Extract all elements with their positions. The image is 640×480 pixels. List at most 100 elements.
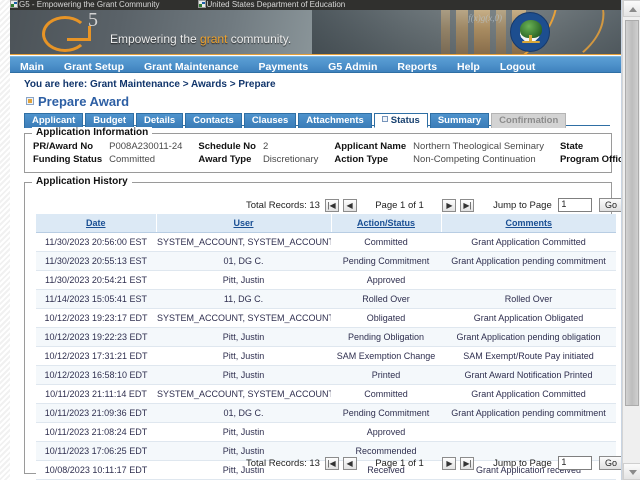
nav-item-reports[interactable]: Reports <box>397 61 438 73</box>
cell-comments: Grant Application Committed <box>441 384 616 404</box>
nav-item-help[interactable]: Help <box>457 61 480 73</box>
cell-date: 10/08/2023 10:11:17 EDT <box>36 460 156 480</box>
table-row: 10/12/2023 16:58:10 EDT Pitt, Justin Print… <box>36 365 616 385</box>
cell-comments <box>441 441 616 461</box>
nav-item-grant-setup[interactable]: Grant Setup <box>63 61 125 73</box>
column-header-comments-label: Comments <box>505 217 552 228</box>
tab-applicant[interactable]: Applicant <box>24 113 84 128</box>
cell-date: 10/11/2023 17:06:25 EDT <box>36 441 156 461</box>
jump-to-page-input-top[interactable]: 1 <box>558 198 593 212</box>
last-page-icon[interactable]: ▶| <box>460 198 475 212</box>
application-history-legend: Application History <box>32 176 132 187</box>
go-button-bottom[interactable]: Go <box>599 456 621 470</box>
banner-equation: f(x)g(x,0) <box>468 13 502 23</box>
field-label-state: State <box>559 141 584 152</box>
page-indicator-top: Page 1 of 1 <box>375 199 424 211</box>
last-page-icon[interactable]: ▶| <box>460 456 475 470</box>
page-document: G5 - Empowering the Grant Community Unite… <box>10 0 622 480</box>
site-banner: f(x)g(x,0) 5 Empowering the grant commun… <box>10 10 621 55</box>
cell-comments: Grant Award Notification Printed <box>441 365 616 385</box>
column-header-date-label: Date <box>85 217 106 228</box>
previous-page-icon[interactable]: ◀ <box>342 198 357 212</box>
cell-date: 10/11/2023 21:11:14 EDT <box>36 384 156 404</box>
field-label-schedule-no: Schedule No <box>198 141 256 152</box>
department-of-education-seal-icon <box>510 12 550 52</box>
alt-text-ed-label: United States Department of Education <box>206 0 346 9</box>
table-row: 10/11/2023 17:06:25 EDT Pitt, Justin Recom… <box>36 441 616 461</box>
column-header-date[interactable]: Date <box>36 214 157 233</box>
field-label-action-type: Action Type <box>334 154 389 165</box>
field-value-award-type: Discretionary <box>262 154 319 165</box>
first-page-icon[interactable]: |◀ <box>324 456 339 470</box>
cell-comments: SAM Exempt/Route Pay initiated <box>441 346 616 366</box>
field-label-applicant-name: Applicant Name <box>334 141 407 152</box>
jump-to-page-input-bottom[interactable]: 1 <box>558 456 593 470</box>
cell-comments <box>441 422 616 442</box>
tab-bar: Applicant Budget Details Contacts Clauses Att… <box>24 110 610 128</box>
cell-user: SYSTEM_ACCOUNT, SYSTEM_ACCOUNT <box>156 384 331 404</box>
table-row: 10/11/2023 21:09:36 EDT 01, DG C. Pending … <box>36 403 616 423</box>
field-value-applicant-name: Northern Theological Seminary <box>413 141 544 152</box>
broken-image-alt-strip: G5 - Empowering the Grant Community Unite… <box>10 0 621 10</box>
table-row: 10/12/2023 19:23:17 EDT SYSTEM_ACCOUNT, S… <box>36 308 616 328</box>
banner-photo <box>312 10 621 54</box>
field-label-funding-status: Funding Status <box>33 154 103 165</box>
first-page-icon[interactable]: |◀ <box>324 198 339 212</box>
cell-action-status: Received <box>331 460 441 480</box>
cell-user: 01, DG C. <box>156 251 331 271</box>
next-page-icon[interactable]: ▶ <box>442 456 457 470</box>
tab-details[interactable]: Details <box>136 113 184 128</box>
cell-user: 01, DG C. <box>156 403 331 423</box>
nav-item-g5-admin[interactable]: G5 Admin <box>328 61 378 73</box>
vertical-scrollbar[interactable] <box>622 0 640 480</box>
table-row: 10/11/2023 21:08:24 EDT Pitt, Justin Appro… <box>36 422 616 442</box>
nav-item-payments[interactable]: Payments <box>258 61 309 73</box>
nav-item-logout[interactable]: Logout <box>499 61 536 73</box>
tab-attachments[interactable]: Attachments <box>298 113 372 128</box>
banner-tagline: Empowering the grant community. <box>110 32 291 46</box>
next-page-icon[interactable]: ▶ <box>442 198 457 212</box>
cell-comments: Rolled Over <box>441 289 616 309</box>
breadcrumb: You are here: Grant Maintenance > Awards… <box>24 79 276 90</box>
cell-user: Pitt, Justin <box>156 441 331 461</box>
table-row: 10/08/2023 10:11:17 EDT Pitt, Justin Recei… <box>36 460 616 480</box>
cell-action-status: Recommended <box>331 441 441 461</box>
tab-contacts[interactable]: Contacts <box>185 113 242 128</box>
cell-user: Pitt, Justin <box>156 270 331 290</box>
page-indicator-bottom: Page 1 of 1 <box>375 457 424 469</box>
tab-budget[interactable]: Budget <box>85 113 134 128</box>
table-body: 11/30/2023 20:56:00 EST SYSTEM_ACCOUNT, S… <box>36 232 616 480</box>
go-button-top[interactable]: Go <box>599 198 621 212</box>
column-header-user[interactable]: User <box>156 214 332 233</box>
expand-collapse-icon[interactable] <box>26 97 34 105</box>
application-information-legend: Application Information <box>32 127 153 138</box>
tab-status[interactable]: Status <box>373 113 428 128</box>
field-label-pr-award-no: PR/Award No <box>33 141 94 152</box>
tab-status-label: Status <box>390 115 420 126</box>
cell-action-status: Pending Commitment <box>331 403 441 423</box>
cell-action-status: Printed <box>331 365 441 385</box>
cell-date: 10/11/2023 21:09:36 EDT <box>36 403 156 423</box>
scroll-down-arrow-icon[interactable] <box>623 463 640 480</box>
cell-user: 11, DG C. <box>156 289 331 309</box>
nav-item-grant-maintenance[interactable]: Grant Maintenance <box>144 61 239 73</box>
cell-date: 11/30/2023 20:56:00 EST <box>36 232 156 252</box>
cell-date: 11/30/2023 20:55:13 EST <box>36 251 156 271</box>
field-label-program-office: Program Office <box>559 154 622 165</box>
tab-summary[interactable]: Summary <box>429 113 490 128</box>
scroll-up-arrow-icon[interactable] <box>623 0 640 17</box>
table-row: 10/11/2023 21:11:14 EDT SYSTEM_ACCOUNT, S… <box>36 384 616 404</box>
column-header-comments[interactable]: Comments <box>441 214 616 233</box>
tab-clauses[interactable]: Clauses <box>243 113 297 128</box>
previous-page-icon[interactable]: ◀ <box>342 456 357 470</box>
column-header-user-label: User <box>233 217 254 228</box>
scrollbar-thumb[interactable] <box>625 20 639 406</box>
column-header-action-status[interactable]: Action/Status <box>331 214 442 233</box>
table-row: 10/12/2023 17:31:21 EDT Pitt, Justin SAM E… <box>36 346 616 366</box>
tab-active-marker-icon <box>381 116 388 122</box>
pager-bottom: Total Records: 13 |◀ ◀ Page 1 of 1 ▶ ▶| Ju… <box>246 456 621 470</box>
nav-item-main[interactable]: Main <box>20 61 44 73</box>
cell-comments: Grant Application pending commitment <box>441 251 616 271</box>
column-header-action-status-label: Action/Status <box>356 217 415 228</box>
